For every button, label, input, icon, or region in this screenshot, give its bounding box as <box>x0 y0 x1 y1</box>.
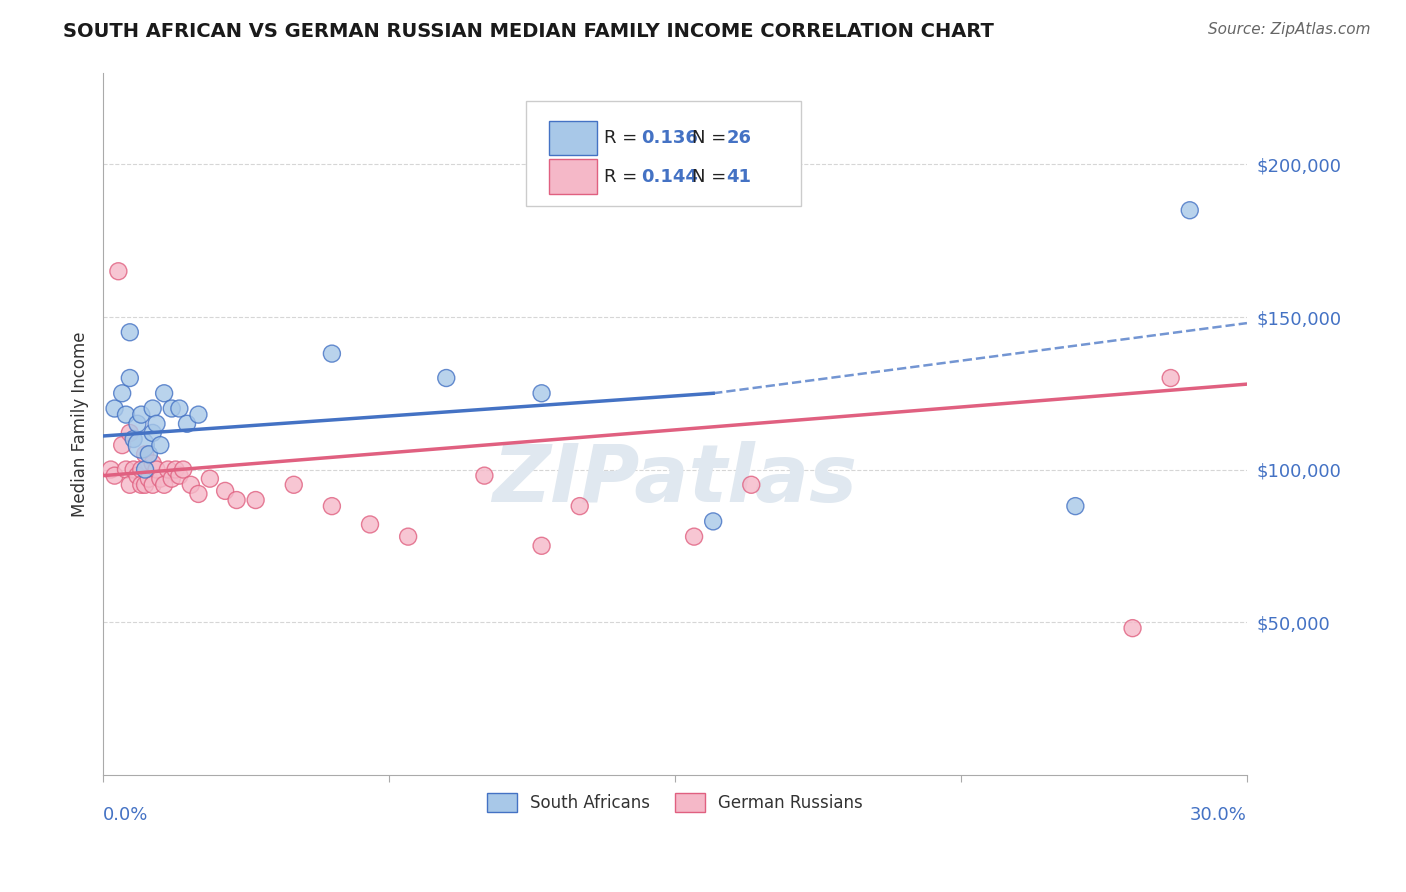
Point <box>474 468 496 483</box>
Point <box>1122 621 1144 635</box>
Point <box>129 462 152 476</box>
Point <box>1178 203 1201 218</box>
Point <box>1160 371 1182 385</box>
Point <box>142 401 165 416</box>
Point <box>134 462 156 476</box>
Point <box>145 462 167 476</box>
FancyBboxPatch shape <box>526 101 801 206</box>
Point <box>129 438 152 452</box>
Point <box>740 477 762 491</box>
Text: R =: R = <box>605 168 643 186</box>
Point <box>160 472 183 486</box>
Text: 0.144: 0.144 <box>641 168 697 186</box>
Point <box>115 408 138 422</box>
Point <box>245 493 267 508</box>
Point <box>142 425 165 440</box>
Point <box>180 477 202 491</box>
Point <box>434 371 457 385</box>
Point <box>156 462 179 476</box>
Point <box>169 401 191 416</box>
Point <box>115 462 138 476</box>
Text: N =: N = <box>692 168 733 186</box>
Text: 0.0%: 0.0% <box>103 806 149 824</box>
Y-axis label: Median Family Income: Median Family Income <box>72 331 89 516</box>
Point <box>129 408 152 422</box>
Text: R =: R = <box>605 128 643 146</box>
Point <box>169 468 191 483</box>
Point <box>122 432 145 446</box>
Point <box>321 346 343 360</box>
Point <box>359 517 381 532</box>
Text: 30.0%: 30.0% <box>1189 806 1247 824</box>
Point <box>172 462 194 476</box>
Point <box>214 483 236 498</box>
Point <box>134 477 156 491</box>
Point <box>111 438 134 452</box>
Point <box>122 462 145 476</box>
Text: Source: ZipAtlas.com: Source: ZipAtlas.com <box>1208 22 1371 37</box>
Point <box>702 515 724 529</box>
Point <box>129 477 152 491</box>
Point <box>127 468 149 483</box>
Point <box>149 472 172 486</box>
Text: 26: 26 <box>727 128 752 146</box>
Point <box>118 477 141 491</box>
FancyBboxPatch shape <box>550 160 598 194</box>
Text: SOUTH AFRICAN VS GERMAN RUSSIAN MEDIAN FAMILY INCOME CORRELATION CHART: SOUTH AFRICAN VS GERMAN RUSSIAN MEDIAN F… <box>63 22 994 41</box>
Text: N =: N = <box>692 128 733 146</box>
Point <box>165 462 187 476</box>
Point <box>568 499 591 513</box>
Point <box>530 386 553 401</box>
Point <box>321 499 343 513</box>
Point <box>530 539 553 553</box>
Point <box>100 462 122 476</box>
Legend: South Africans, German Russians: South Africans, German Russians <box>481 786 870 819</box>
Point <box>176 417 198 431</box>
Text: 41: 41 <box>727 168 752 186</box>
Point <box>187 487 209 501</box>
Point <box>396 530 419 544</box>
Point <box>127 417 149 431</box>
Point <box>198 472 221 486</box>
Point <box>118 371 141 385</box>
Point <box>118 325 141 339</box>
Text: ZIPatlas: ZIPatlas <box>492 441 858 519</box>
Point <box>153 477 176 491</box>
Point <box>118 425 141 440</box>
Point <box>145 417 167 431</box>
Point <box>134 447 156 461</box>
Point <box>142 477 165 491</box>
Point <box>111 386 134 401</box>
Point <box>107 264 129 278</box>
Text: 0.136: 0.136 <box>641 128 697 146</box>
FancyBboxPatch shape <box>550 120 598 155</box>
Point <box>138 472 160 486</box>
Point <box>103 468 125 483</box>
Point <box>1064 499 1087 513</box>
Point <box>138 447 160 461</box>
Point <box>160 401 183 416</box>
Point <box>142 457 165 471</box>
Point <box>153 386 176 401</box>
Point <box>683 530 706 544</box>
Point <box>283 477 305 491</box>
Point <box>225 493 247 508</box>
Point <box>187 408 209 422</box>
Point <box>149 438 172 452</box>
Point <box>103 401 125 416</box>
